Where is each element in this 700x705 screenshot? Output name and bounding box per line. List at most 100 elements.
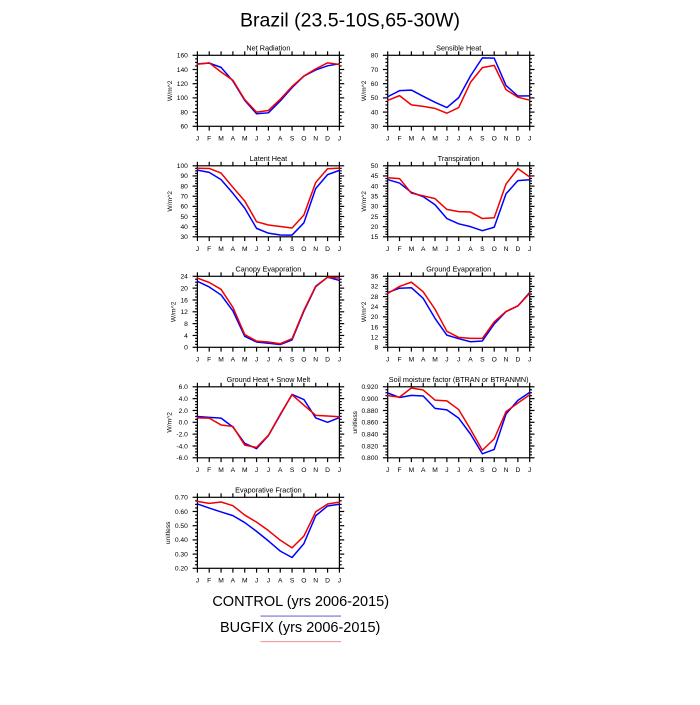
svg-text:unitless: unitless bbox=[165, 521, 172, 544]
svg-text:J: J bbox=[196, 357, 199, 364]
svg-text:A: A bbox=[421, 246, 426, 253]
svg-text:120: 120 bbox=[177, 81, 188, 88]
svg-text:28: 28 bbox=[371, 294, 379, 301]
svg-text:W/m^2: W/m^2 bbox=[167, 80, 174, 101]
svg-text:S: S bbox=[290, 136, 295, 143]
svg-text:J: J bbox=[528, 136, 531, 143]
svg-text:J: J bbox=[445, 357, 448, 364]
svg-text:0.0: 0.0 bbox=[179, 420, 189, 427]
svg-text:Ground Evaporation: Ground Evaporation bbox=[426, 265, 491, 274]
svg-text:J: J bbox=[267, 136, 270, 143]
svg-text:M: M bbox=[409, 357, 415, 364]
svg-text:0: 0 bbox=[184, 345, 188, 352]
svg-text:M: M bbox=[432, 136, 438, 143]
svg-text:D: D bbox=[325, 246, 330, 253]
svg-text:S: S bbox=[480, 467, 485, 474]
svg-text:50: 50 bbox=[180, 214, 188, 221]
svg-text:O: O bbox=[301, 246, 306, 253]
svg-text:W/m^2: W/m^2 bbox=[361, 80, 368, 101]
svg-text:Brazil (23.5-10S,65-30W): Brazil (23.5-10S,65-30W) bbox=[240, 10, 460, 32]
svg-text:J: J bbox=[338, 578, 341, 585]
svg-text:Ground Heat + Snow Melt: Ground Heat + Snow Melt bbox=[227, 375, 311, 384]
svg-text:A: A bbox=[231, 467, 236, 474]
svg-text:J: J bbox=[457, 467, 460, 474]
svg-text:80: 80 bbox=[180, 109, 188, 116]
svg-text:D: D bbox=[325, 357, 330, 364]
svg-text:2.0: 2.0 bbox=[179, 408, 189, 415]
svg-text:-2.0: -2.0 bbox=[176, 431, 188, 438]
svg-text:30: 30 bbox=[180, 234, 188, 241]
svg-text:D: D bbox=[515, 467, 520, 474]
svg-text:12: 12 bbox=[180, 309, 188, 316]
svg-text:J: J bbox=[386, 357, 389, 364]
svg-text:D: D bbox=[325, 136, 330, 143]
svg-text:40: 40 bbox=[371, 183, 379, 190]
svg-text:J: J bbox=[338, 246, 341, 253]
svg-text:15: 15 bbox=[371, 234, 379, 241]
svg-text:A: A bbox=[278, 246, 283, 253]
svg-text:A: A bbox=[231, 578, 236, 585]
svg-text:J: J bbox=[196, 467, 199, 474]
svg-text:100: 100 bbox=[177, 95, 188, 102]
svg-text:J: J bbox=[196, 578, 199, 585]
svg-text:0.840: 0.840 bbox=[361, 431, 378, 438]
svg-text:J: J bbox=[196, 136, 199, 143]
svg-text:W/m^2: W/m^2 bbox=[167, 191, 174, 212]
svg-text:Sensible Heat: Sensible Heat bbox=[436, 44, 481, 53]
svg-text:F: F bbox=[207, 578, 211, 585]
svg-text:M: M bbox=[218, 357, 224, 364]
svg-text:100: 100 bbox=[177, 163, 188, 170]
svg-text:0.40: 0.40 bbox=[175, 537, 188, 544]
svg-text:M: M bbox=[409, 467, 415, 474]
svg-text:W/m^2: W/m^2 bbox=[167, 412, 174, 433]
svg-text:M: M bbox=[218, 246, 224, 253]
svg-text:J: J bbox=[457, 357, 460, 364]
svg-text:40: 40 bbox=[180, 224, 188, 231]
svg-text:A: A bbox=[468, 136, 473, 143]
svg-text:J: J bbox=[528, 246, 531, 253]
svg-text:Evaporative Fraction: Evaporative Fraction bbox=[235, 486, 302, 495]
svg-text:W/m^2: W/m^2 bbox=[171, 301, 178, 322]
svg-text:F: F bbox=[397, 357, 401, 364]
svg-text:36: 36 bbox=[371, 274, 379, 281]
svg-text:50: 50 bbox=[371, 95, 379, 102]
svg-text:M: M bbox=[242, 578, 248, 585]
svg-text:0.60: 0.60 bbox=[175, 509, 188, 516]
svg-text:S: S bbox=[290, 578, 295, 585]
svg-text:16: 16 bbox=[180, 297, 188, 304]
svg-text:Latent Heat: Latent Heat bbox=[250, 154, 288, 163]
svg-text:N: N bbox=[313, 246, 318, 253]
svg-text:O: O bbox=[492, 357, 497, 364]
svg-text:S: S bbox=[290, 246, 295, 253]
svg-text:J: J bbox=[196, 246, 199, 253]
svg-text:140: 140 bbox=[177, 67, 188, 74]
svg-text:unitless: unitless bbox=[352, 410, 359, 433]
svg-text:32: 32 bbox=[371, 284, 379, 291]
svg-text:M: M bbox=[218, 578, 224, 585]
svg-text:M: M bbox=[218, 136, 224, 143]
svg-text:-4.0: -4.0 bbox=[176, 443, 188, 450]
svg-text:F: F bbox=[207, 246, 211, 253]
svg-text:20: 20 bbox=[371, 224, 379, 231]
svg-text:J: J bbox=[386, 246, 389, 253]
svg-text:W/m^2: W/m^2 bbox=[361, 191, 368, 212]
svg-text:M: M bbox=[432, 467, 438, 474]
svg-text:M: M bbox=[409, 246, 415, 253]
svg-text:J: J bbox=[386, 136, 389, 143]
svg-text:M: M bbox=[242, 467, 248, 474]
svg-text:25: 25 bbox=[371, 214, 379, 221]
svg-text:F: F bbox=[207, 357, 211, 364]
svg-text:80: 80 bbox=[371, 53, 379, 60]
svg-text:O: O bbox=[301, 467, 306, 474]
svg-text:O: O bbox=[301, 136, 306, 143]
svg-text:N: N bbox=[313, 467, 318, 474]
svg-text:0.920: 0.920 bbox=[361, 384, 378, 391]
svg-text:30: 30 bbox=[371, 124, 379, 131]
svg-text:70: 70 bbox=[371, 67, 379, 74]
svg-text:A: A bbox=[231, 357, 236, 364]
svg-text:J: J bbox=[445, 136, 448, 143]
svg-text:F: F bbox=[207, 136, 211, 143]
svg-text:D: D bbox=[325, 467, 330, 474]
svg-text:S: S bbox=[480, 136, 485, 143]
svg-text:60: 60 bbox=[180, 124, 188, 131]
